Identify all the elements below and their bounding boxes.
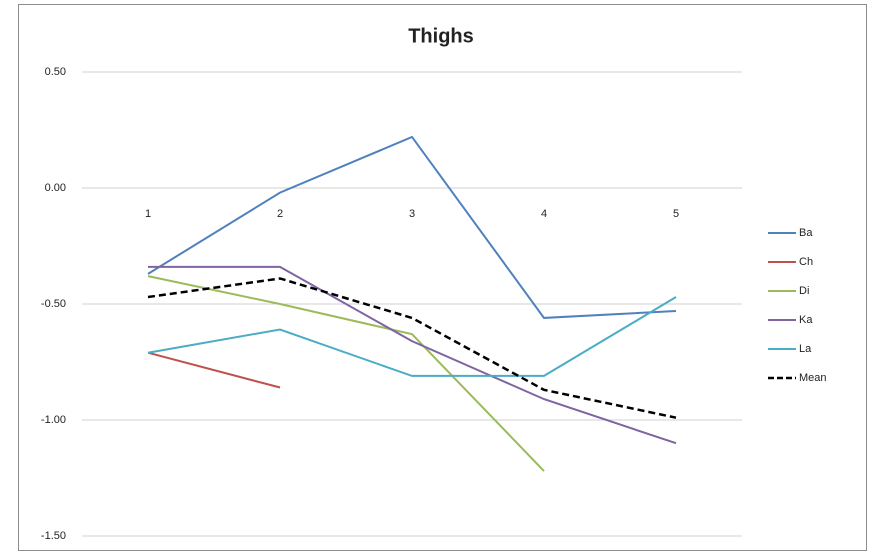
legend-label: Ba	[799, 227, 813, 239]
series-line	[147, 135, 677, 319]
legend-label: La	[799, 343, 812, 355]
y-tick-label: -1.00	[41, 414, 66, 426]
chart-frame	[18, 4, 867, 551]
legend-label: Di	[799, 285, 809, 297]
legend-label: Ch	[799, 256, 813, 268]
y-tick-label: 0.50	[45, 66, 66, 78]
y-tick-label: -1.50	[41, 530, 66, 542]
y-tick-label: 0.00	[45, 182, 66, 194]
series-line	[147, 277, 677, 419]
chart-title: Thighs	[408, 25, 474, 47]
legend-label: Mean	[799, 372, 827, 384]
x-tick-label: 1	[145, 208, 151, 220]
x-tick-label: 4	[541, 208, 547, 220]
x-tick-label: 2	[277, 208, 283, 220]
series-line	[148, 265, 677, 445]
x-tick-label: 3	[409, 208, 415, 220]
legend-label: Ka	[799, 314, 813, 326]
y-tick-label: -0.50	[41, 298, 66, 310]
series-line	[147, 351, 281, 389]
series-line	[147, 275, 545, 472]
x-tick-label: 5	[673, 208, 679, 220]
series-line	[147, 296, 677, 377]
